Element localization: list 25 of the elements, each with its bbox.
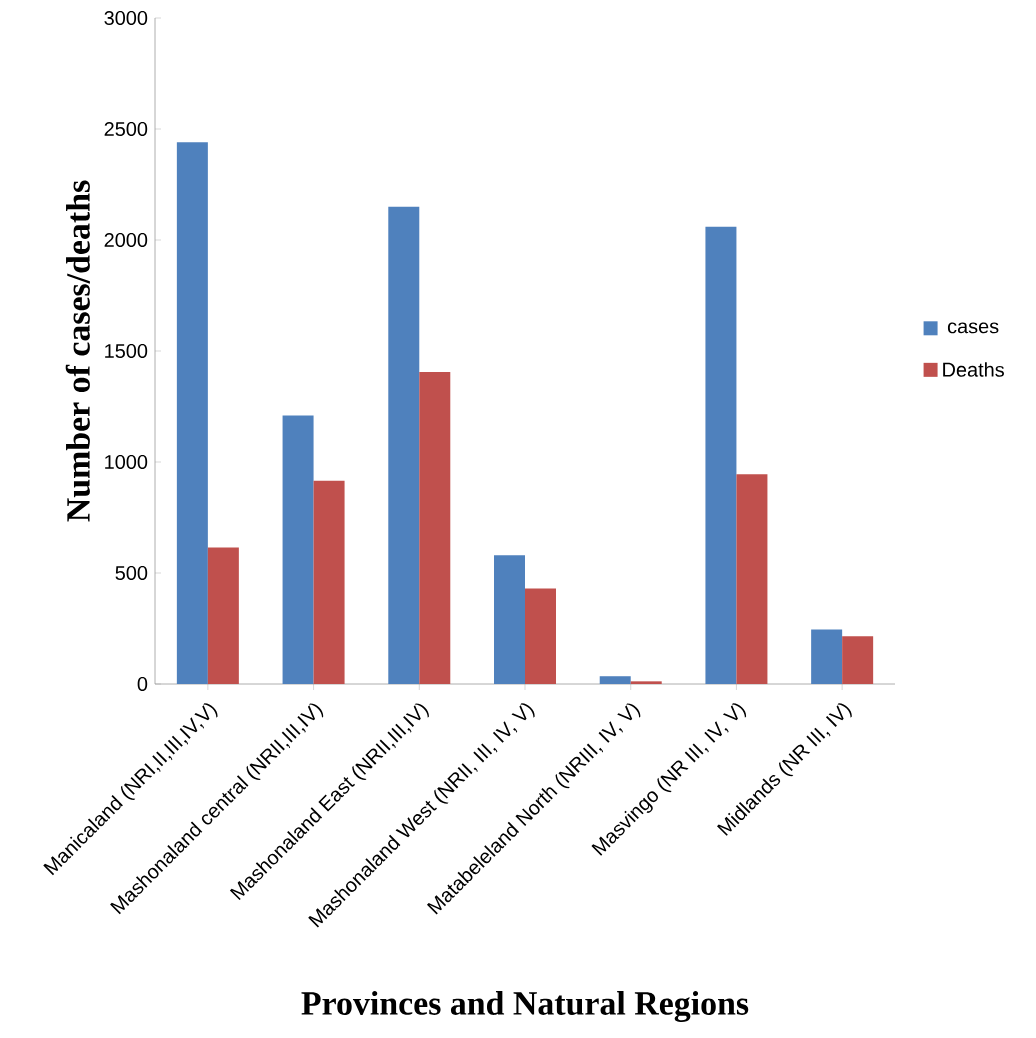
bar bbox=[282, 415, 314, 684]
y-tick-label: 0 bbox=[137, 676, 148, 692]
y-axis-title: Number of cases/deaths bbox=[65, 180, 90, 522]
bar bbox=[811, 629, 843, 684]
y-tick-label: 2000 bbox=[104, 232, 148, 248]
x-axis-title: Provinces and Natural Regions bbox=[301, 991, 749, 1023]
bar bbox=[599, 676, 631, 684]
legend-label: cases bbox=[947, 322, 999, 334]
bar bbox=[705, 226, 737, 684]
y-tick-label: 1500 bbox=[105, 343, 148, 359]
bar bbox=[494, 555, 525, 684]
bar bbox=[207, 547, 239, 684]
y-tick-label: 500 bbox=[115, 565, 148, 581]
bar bbox=[525, 588, 556, 684]
bar bbox=[176, 142, 208, 684]
bar bbox=[630, 681, 662, 684]
bar bbox=[388, 206, 420, 684]
bar bbox=[842, 636, 874, 684]
y-tick-label: 2500 bbox=[104, 121, 148, 137]
y-tick-label: 3000 bbox=[104, 10, 148, 26]
bar bbox=[736, 474, 768, 684]
bar bbox=[313, 480, 345, 684]
bar bbox=[419, 372, 451, 684]
y-tick-label: 1000 bbox=[105, 454, 148, 470]
legend-label: Deaths bbox=[943, 362, 1004, 377]
